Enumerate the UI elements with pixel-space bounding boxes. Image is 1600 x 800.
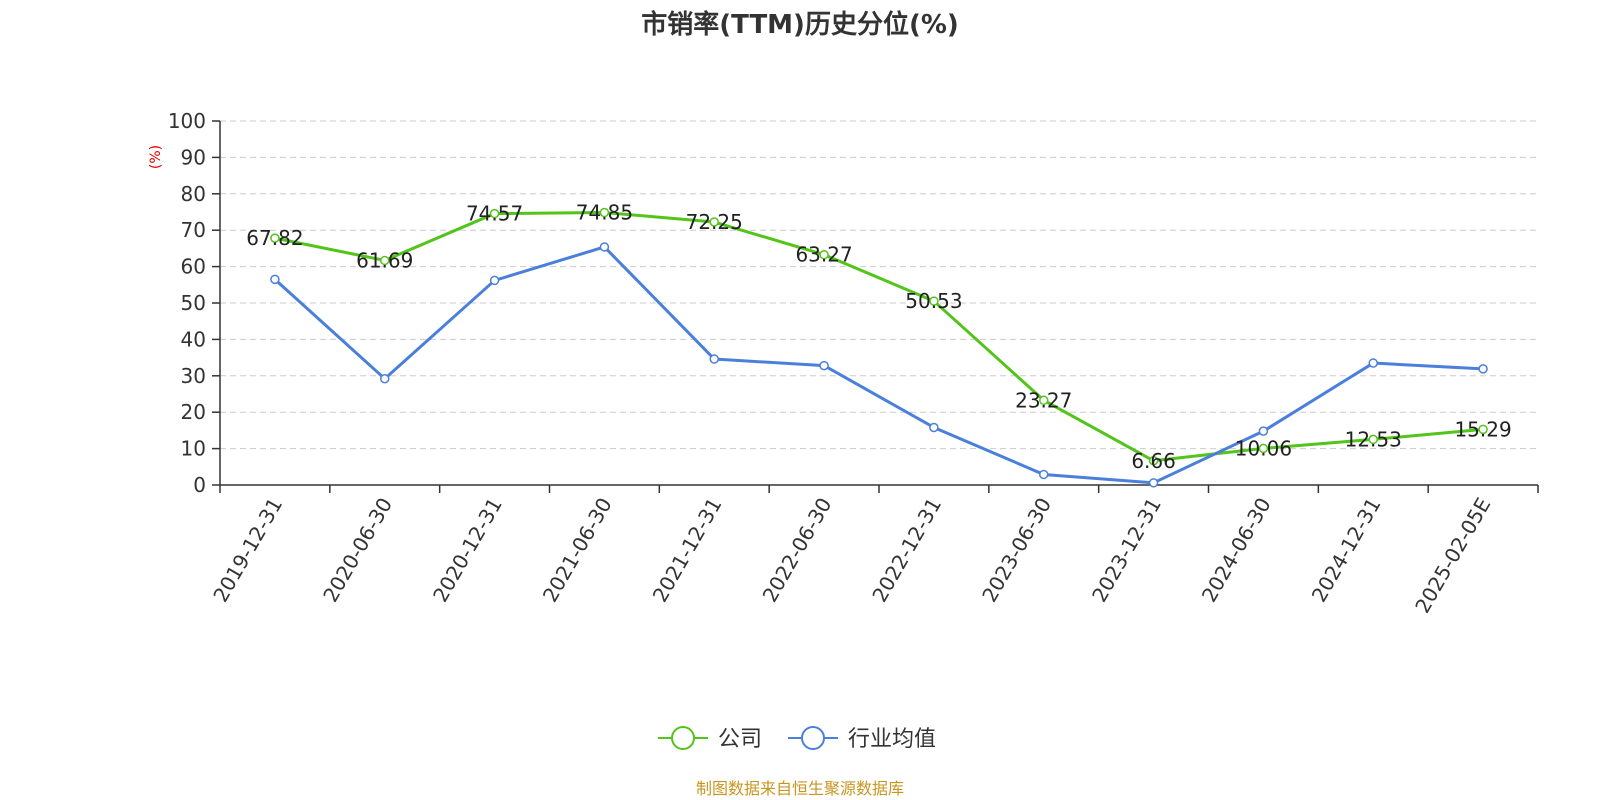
legend-item-industry-average[interactable]: 行业均值	[788, 726, 936, 752]
data-label-company: 63.27	[795, 243, 852, 267]
data-point-industry-average	[819, 360, 829, 371]
y-tick-label: 10	[181, 437, 206, 461]
chart-title: 市销率(TTM)历史分位(%)	[641, 9, 959, 40]
y-tick-label: 50	[181, 291, 206, 315]
y-tick-label: 0	[193, 473, 206, 497]
y-axis-label: (%)	[148, 145, 164, 169]
data-point-company	[709, 217, 719, 227]
data-point-company	[929, 296, 939, 306]
data-point-industry-average	[1478, 364, 1488, 374]
data-label-company: 67.82	[246, 226, 303, 250]
series-layer	[270, 207, 1488, 488]
series-line-industry-average	[273, 245, 1484, 485]
data-point-industry-average	[1258, 426, 1269, 436]
legend-marker-company	[671, 726, 695, 750]
data-point-company	[1148, 456, 1159, 466]
data-label-company: 74.85	[576, 201, 633, 225]
source-note: 制图数据来自恒生聚源数据库	[696, 779, 904, 798]
legend-item-company[interactable]: 公司	[658, 726, 762, 752]
data-point-company	[1478, 424, 1488, 435]
y-tick-label: 80	[181, 182, 206, 206]
y-tick-label: 60	[181, 255, 206, 279]
data-point-industry-average	[1148, 478, 1159, 488]
data-point-industry-average	[929, 422, 939, 433]
axes: 0 10 20 30 40 50 60 70 80 90 100 2019-12-31 2020-06-…	[168, 109, 1539, 618]
data-label-company: 72.25	[686, 210, 743, 234]
data-point-company	[380, 255, 390, 266]
data-point-industry-average	[380, 373, 390, 384]
x-tick-label: 2025-02-05E	[1410, 494, 1495, 618]
data-label-company: 6.66	[1131, 449, 1176, 473]
x-tick-label: 2024-06-30	[1197, 494, 1276, 607]
legend-marker-industry-average	[801, 726, 825, 750]
y-tick-label: 30	[181, 364, 206, 388]
data-label-company: 12.53	[1345, 427, 1402, 451]
x-tick-label: 2023-12-31	[1087, 494, 1166, 607]
y-tick-label: 40	[181, 327, 206, 351]
y-tick-label: 90	[181, 145, 206, 169]
y-tick-label: 70	[181, 218, 206, 242]
data-point-industry-average	[1368, 358, 1378, 368]
data-label-company: 10.06	[1235, 436, 1292, 460]
legend: 公司 行业均值	[658, 726, 936, 752]
data-point-company	[819, 249, 829, 260]
y-tick-label: 20	[181, 400, 206, 424]
data-labels: 67.82 61.69 74.57 74.85 72.25 63.27 50.53 23.27…	[246, 201, 1511, 473]
legend-label-industry-average: 行业均值	[848, 727, 936, 752]
x-tick-label: 2020-12-31	[428, 494, 507, 607]
data-point-industry-average	[709, 354, 719, 364]
data-label-company: 23.27	[1015, 388, 1072, 412]
legend-label-company: 公司	[718, 727, 762, 752]
y-tick-label: 100	[168, 109, 206, 133]
data-label-company: 50.53	[905, 289, 962, 313]
x-tick-label: 2022-12-31	[867, 494, 946, 607]
x-tick-label: 2022-06-30	[758, 494, 837, 607]
series-line-company	[274, 211, 1484, 463]
data-point-company	[489, 208, 500, 219]
data-point-company	[599, 207, 610, 218]
gridlines	[220, 120, 1538, 450]
series-industry-average	[270, 242, 1488, 488]
data-label-company: 15.29	[1454, 417, 1511, 441]
data-label-company: 61.69	[356, 248, 413, 272]
x-tick-label: 2020-06-30	[318, 494, 397, 607]
data-point-company	[1039, 395, 1049, 406]
series-company	[270, 207, 1488, 466]
data-point-industry-average	[489, 275, 500, 286]
data-point-industry-average	[270, 274, 280, 285]
data-point-industry-average	[599, 242, 610, 252]
data-point-industry-average	[1039, 469, 1049, 480]
data-label-company: 74.57	[466, 202, 523, 226]
x-tick-label: 2019-12-31	[208, 494, 287, 607]
x-tick-label: 2023-06-30	[977, 494, 1056, 607]
x-tick-label: 2021-06-30	[538, 494, 617, 607]
data-point-company	[1368, 434, 1378, 445]
data-point-company	[270, 233, 280, 243]
data-point-company	[1258, 443, 1269, 454]
x-tick-label: 2024-12-31	[1307, 494, 1386, 607]
x-tick-label: 2021-12-31	[648, 494, 727, 607]
